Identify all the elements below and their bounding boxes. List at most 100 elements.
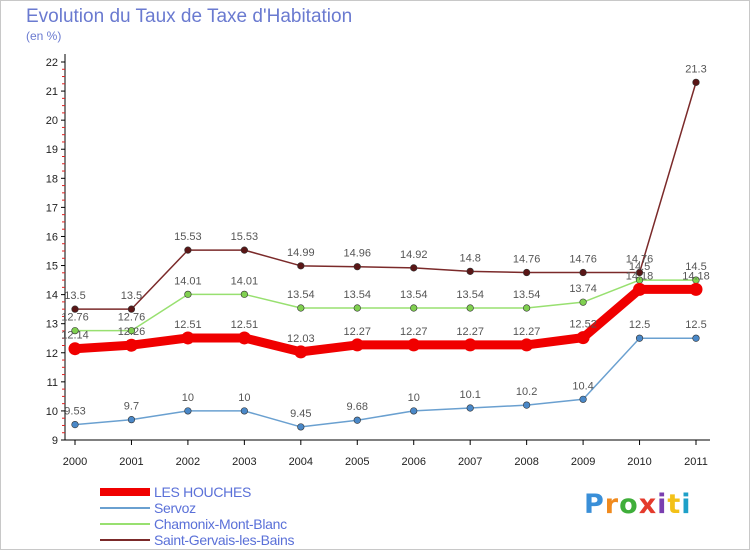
x-tick-label: 2003 (232, 456, 256, 468)
logo-letter: P (584, 489, 605, 520)
axes: 9 10 11 12 13 14 15 16 17 18 19 20 21 22 2000 2001 2002 2… (46, 54, 710, 468)
proxiti-logo: Proxiti (584, 489, 692, 520)
legend-item: Saint-Gervais-les-Bains (100, 532, 294, 548)
legend-label: Servoz (154, 500, 196, 516)
y-tick-label: 17 (46, 202, 58, 214)
legend-label: LES HOUCHES (154, 484, 252, 500)
y-tick-label: 20 (46, 115, 58, 127)
data-point (353, 304, 361, 312)
x-tick-label: 2005 (345, 456, 369, 468)
data-label: 14.8 (459, 252, 480, 264)
series-line (75, 82, 697, 310)
data-label: 12.27 (456, 326, 484, 338)
legend-swatch (100, 488, 150, 496)
data-label: 10.2 (516, 386, 537, 398)
data-point (410, 264, 418, 272)
data-label: 13.5 (64, 290, 85, 302)
data-point (297, 423, 305, 431)
data-point (520, 338, 534, 352)
data-point (689, 282, 703, 296)
data-label: 13.54 (456, 289, 484, 301)
series-layer (68, 78, 703, 431)
logo-letter: r (604, 489, 620, 520)
data-point (71, 420, 79, 429)
data-point (635, 334, 644, 342)
series-line (75, 279, 696, 332)
logo-letter: x (638, 489, 658, 520)
data-point (297, 304, 305, 312)
logo-letter: t (667, 489, 682, 520)
data-label: 10 (238, 392, 250, 404)
data-label: 10 (182, 392, 194, 404)
data-label: 14.18 (626, 270, 654, 282)
data-point (410, 304, 418, 312)
data-label: 14.76 (513, 254, 541, 266)
x-tick-label: 2008 (514, 456, 538, 468)
data-label: 14.18 (682, 270, 710, 282)
data-label: 10.1 (459, 389, 480, 401)
x-tick-label: 2000 (63, 456, 87, 468)
data-point (466, 304, 474, 312)
data-label: 12.76 (61, 312, 89, 324)
data-point (410, 407, 418, 415)
x-tick-label: 2006 (401, 456, 425, 468)
series-les-houches (68, 282, 703, 359)
data-label: 14.76 (626, 254, 654, 266)
data-label: 12.03 (287, 333, 315, 345)
data-point (579, 268, 587, 277)
x-tick-label: 2004 (289, 456, 313, 468)
data-label: 15.53 (231, 231, 259, 243)
data-point (71, 305, 79, 313)
data-label: 14.5 (629, 261, 650, 273)
y-tick-label: 11 (47, 377, 58, 389)
data-label: 13.54 (513, 289, 541, 301)
data-labels-layer: 13.5 13.5 15.53 15.53 14.99 14.96 14.92 14.8 14.… (61, 63, 710, 420)
data-point (181, 331, 195, 345)
data-point (523, 304, 531, 312)
data-label: 10 (408, 392, 420, 404)
data-point (184, 290, 192, 298)
y-tick-label: 10 (46, 406, 58, 418)
data-point (237, 331, 251, 345)
data-label: 12.52 (569, 319, 597, 331)
data-label: 14.92 (400, 249, 428, 261)
data-point (240, 290, 248, 298)
data-label: 14.5 (685, 261, 706, 273)
legend-swatch (100, 507, 150, 509)
data-point (184, 246, 192, 254)
logo-letter: i (681, 489, 692, 520)
data-label: 13.54 (400, 289, 428, 301)
chart-title: Evolution du Taux de Taxe d'Habitation (26, 6, 353, 27)
legend-swatch (100, 523, 150, 525)
data-point (124, 338, 138, 352)
legend-item: Chamonix-Mont-Blanc (100, 516, 294, 532)
data-point (633, 282, 647, 296)
x-tick-label: 2010 (627, 456, 651, 468)
x-tick-label: 2007 (458, 456, 482, 468)
legend-label: Chamonix-Mont-Blanc (154, 516, 287, 532)
data-label: 13.74 (569, 283, 597, 295)
logo-letter: o (619, 489, 639, 520)
y-tick-label: 21 (46, 86, 58, 98)
data-label: 14.99 (287, 247, 315, 259)
x-tick-label: 2009 (571, 456, 595, 468)
data-label: 12.27 (513, 326, 541, 338)
data-label: 9.68 (347, 401, 368, 413)
legend: LES HOUCHES Servoz Chamonix-Mont-Blanc Sain… (100, 484, 294, 548)
data-point (523, 268, 531, 277)
data-point (127, 416, 136, 424)
series-line (74, 337, 696, 428)
data-point (635, 268, 644, 277)
y-tick-label: 15 (46, 261, 58, 273)
data-point (294, 345, 308, 359)
data-label: 12.27 (400, 326, 428, 338)
series-chamonix-mont-blanc (71, 276, 700, 335)
chart-subtitle: (en %) (26, 29, 62, 43)
legend-swatch (100, 539, 150, 541)
data-point (692, 78, 700, 86)
data-point (466, 404, 474, 412)
data-point (240, 246, 248, 254)
data-point (240, 407, 248, 415)
data-point (523, 401, 531, 409)
data-label: 13.54 (344, 289, 372, 301)
